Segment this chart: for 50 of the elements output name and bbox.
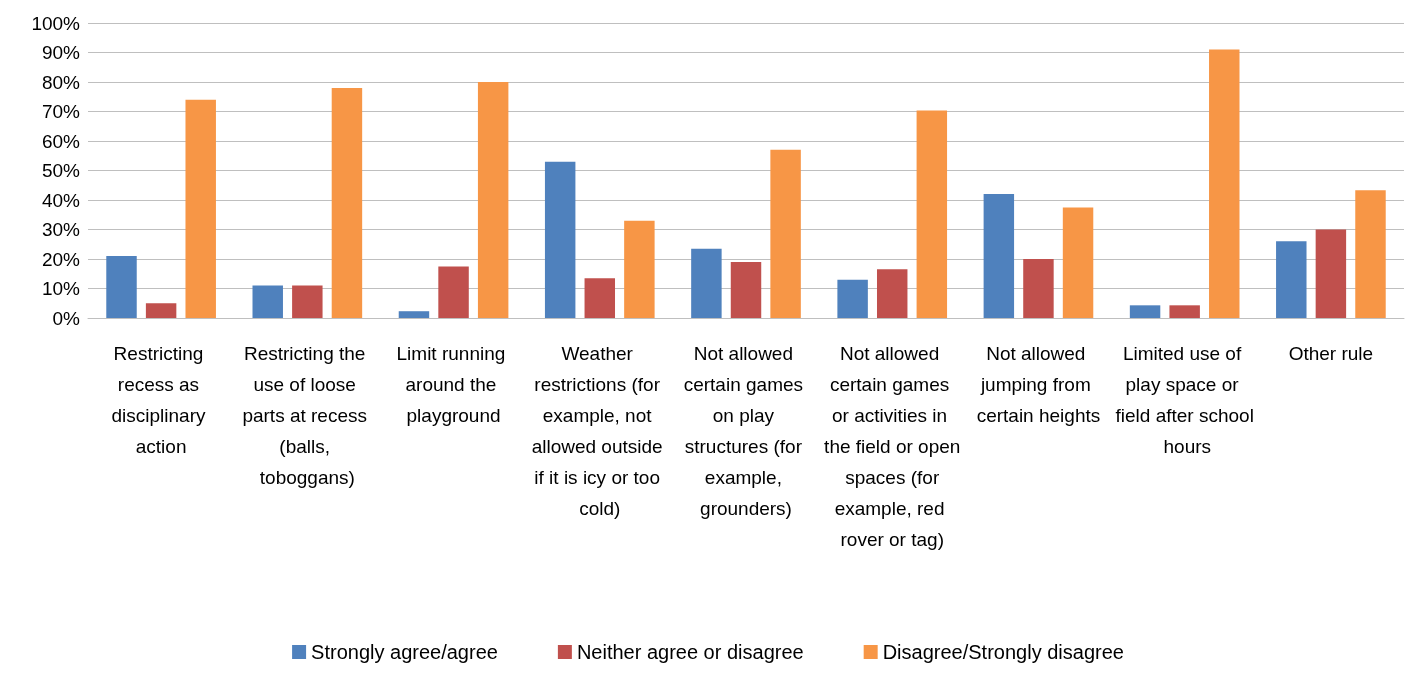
bar (837, 279, 868, 318)
bar (106, 256, 137, 318)
bar (1315, 229, 1347, 318)
bar (916, 110, 948, 318)
y-tick-label: 0% (52, 307, 81, 329)
y-tick-label: 100% (31, 12, 81, 34)
y-tick-label: 40% (41, 189, 81, 211)
bar (544, 161, 576, 318)
y-tick-label: 90% (41, 42, 81, 63)
x-tick-label: Restricting the use of loose parts at recess (balls, toboggans) (242, 343, 373, 488)
x-tick-label: Restricting recess as disciplinary action (111, 343, 211, 457)
y-tick-label: 10% (41, 278, 81, 299)
bar (252, 285, 283, 318)
y-tick-label: 30% (41, 219, 81, 240)
bar (1276, 241, 1307, 318)
bar (584, 278, 616, 318)
x-tick-label: Not allowed certain games on play structures (for example, grounders) (683, 343, 809, 519)
y-tick-label: 20% (41, 248, 81, 270)
bar (1355, 190, 1386, 318)
y-tick-label: 80% (41, 71, 81, 93)
x-tick-label: Not allowed certain games or activities in the field or open spaces (for example, red rover or tag) (824, 343, 961, 550)
bar (331, 87, 363, 318)
bar (477, 82, 509, 318)
bar (1129, 305, 1161, 318)
x-tick-label: Other rule (1288, 343, 1374, 364)
bar (185, 99, 216, 318)
legend-label: Disagree/Strongly disagree (882, 641, 1124, 663)
bar (1209, 49, 1240, 318)
x-tick-label: Not allowed jumping from certain heights (976, 343, 1101, 426)
bar (691, 248, 722, 318)
x-tick-label: Limit running around the playground (396, 343, 511, 426)
legend-label: Neither agree or disagree (576, 641, 804, 663)
bar (398, 311, 430, 318)
bar (438, 266, 469, 318)
bar (876, 269, 908, 318)
bar (624, 220, 655, 318)
bar (1169, 305, 1200, 318)
bar (292, 285, 323, 318)
x-tick-label: Weather restrictions (for example, not allowed outside if it is icy or too cold) (531, 343, 668, 519)
bar (983, 194, 1015, 318)
x-tick-label: Limited use of play space or field after school hours (1115, 343, 1254, 457)
y-tick-label: 50% (41, 160, 81, 181)
y-tick-label: 60% (41, 130, 81, 152)
y-tick-label: 70% (41, 101, 81, 122)
bar (730, 261, 762, 318)
bar (1062, 207, 1094, 318)
bar (145, 303, 177, 318)
bar (770, 149, 801, 318)
legend-label: Strongly agree/agree (311, 641, 498, 663)
bar (1023, 259, 1054, 318)
